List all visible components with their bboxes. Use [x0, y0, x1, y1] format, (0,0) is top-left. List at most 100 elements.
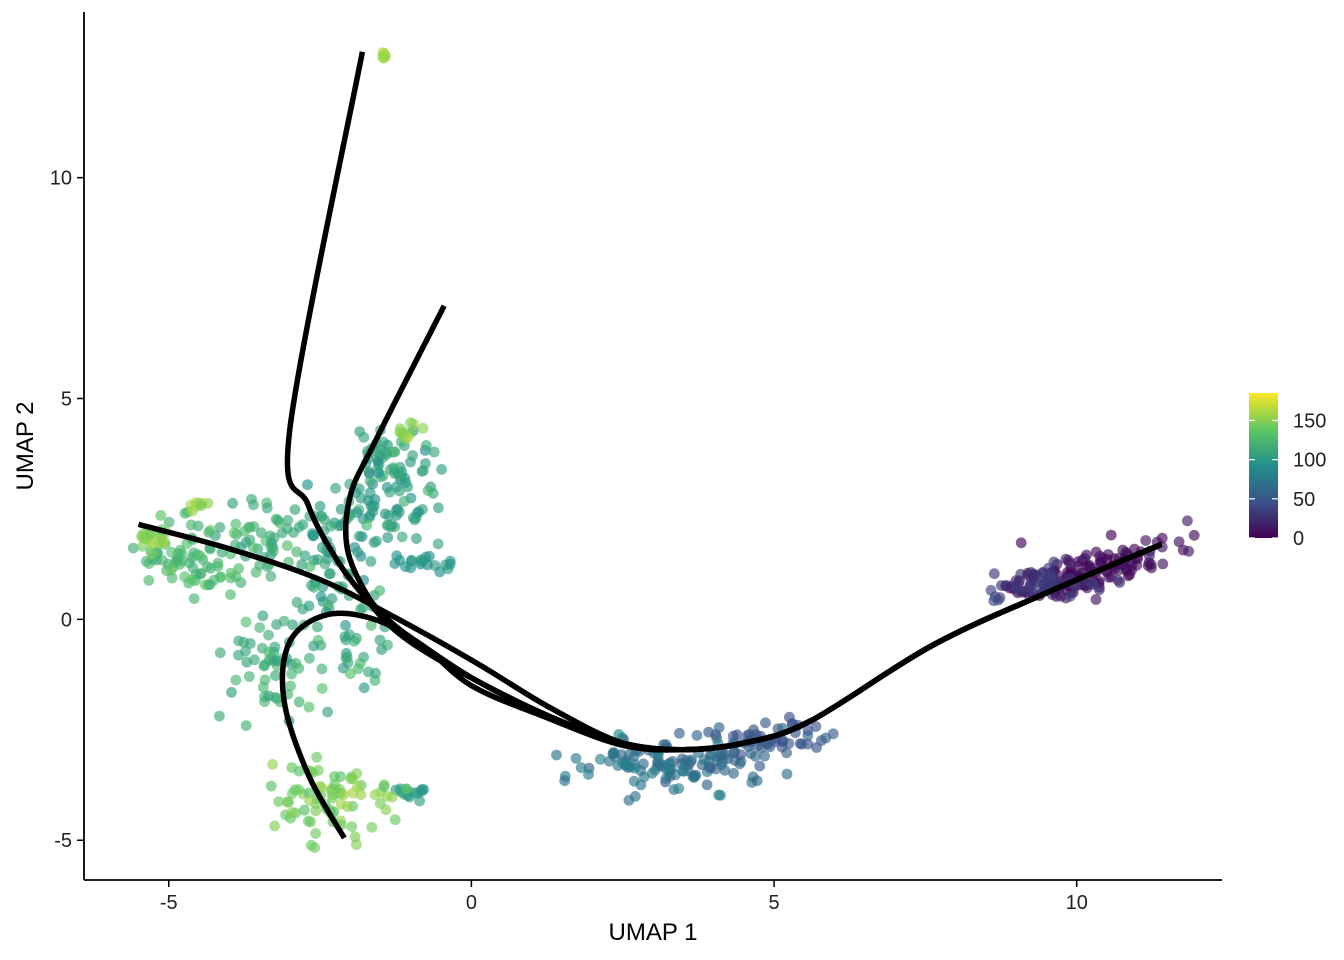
data-point — [428, 446, 440, 458]
data-point — [347, 787, 359, 799]
data-point — [136, 531, 148, 542]
data-point — [335, 503, 347, 515]
data-point — [432, 538, 444, 550]
data-point — [613, 729, 625, 740]
data-point — [1064, 557, 1075, 569]
data-point — [734, 758, 746, 770]
data-point — [267, 541, 279, 553]
data-point — [304, 561, 316, 572]
data-point — [299, 550, 311, 562]
data-point — [263, 690, 275, 702]
data-point — [308, 581, 320, 593]
data-point — [988, 568, 1000, 580]
data-point — [664, 771, 676, 782]
data-point — [248, 521, 260, 532]
data-point — [270, 670, 281, 681]
data-point — [315, 591, 327, 603]
data-point — [810, 721, 822, 732]
data-point — [406, 555, 418, 567]
data-point — [635, 779, 647, 791]
data-point — [1103, 571, 1115, 583]
data-point — [254, 622, 266, 633]
data-point — [365, 620, 377, 631]
x-tick-label: -5 — [160, 892, 178, 914]
data-point — [1086, 579, 1098, 590]
data-point — [364, 475, 376, 487]
data-point — [754, 760, 766, 772]
data-point — [1044, 578, 1056, 589]
data-point — [673, 783, 685, 794]
data-point — [1081, 549, 1092, 561]
data-point — [255, 527, 267, 539]
data-point — [326, 593, 338, 605]
data-point — [330, 482, 341, 494]
data-point — [230, 518, 242, 530]
data-point — [703, 726, 714, 738]
data-point — [575, 762, 587, 774]
data-point — [166, 546, 178, 558]
data-point — [293, 765, 305, 777]
data-point — [433, 502, 444, 514]
data-point — [185, 519, 197, 531]
x-axis-ticks: -5 0 5 10 — [160, 880, 1088, 914]
data-point — [228, 527, 240, 539]
data-point — [802, 730, 814, 741]
colorbar-bar — [1249, 393, 1278, 538]
data-point — [407, 450, 418, 461]
data-point — [361, 519, 373, 531]
data-point — [283, 796, 294, 808]
data-point — [811, 742, 822, 753]
data-point — [227, 497, 239, 509]
data-point — [297, 519, 309, 530]
data-point — [322, 706, 333, 718]
data-point — [440, 559, 451, 571]
data-point — [281, 540, 293, 551]
data-point — [341, 651, 353, 663]
data-point — [436, 464, 447, 475]
data-point — [194, 550, 206, 562]
data-point — [244, 638, 256, 649]
x-tick-label: 5 — [769, 892, 780, 914]
data-point — [378, 52, 389, 64]
data-point — [203, 526, 215, 538]
data-point — [212, 561, 224, 572]
data-point — [381, 481, 393, 493]
data-point — [354, 530, 365, 542]
data-point — [263, 629, 274, 641]
data-point — [240, 645, 251, 657]
data-point — [257, 681, 269, 693]
data-point — [314, 500, 326, 512]
data-point — [263, 646, 275, 658]
data-point — [176, 548, 188, 560]
data-point — [374, 634, 386, 646]
data-point — [265, 571, 277, 582]
y-tick-label: -5 — [54, 830, 72, 852]
data-point — [204, 579, 216, 590]
data-point — [705, 749, 716, 761]
data-point — [728, 767, 739, 779]
data-point — [303, 600, 315, 612]
data-point — [609, 751, 621, 762]
data-point — [365, 556, 377, 567]
data-point — [783, 738, 795, 749]
data-point — [827, 728, 839, 740]
data-point — [225, 589, 236, 600]
y-tick-label: 10 — [50, 168, 72, 190]
data-point — [570, 753, 582, 764]
data-point — [146, 548, 158, 560]
data-point — [214, 710, 225, 722]
data-point — [243, 671, 255, 682]
data-point — [1140, 535, 1152, 546]
data-point — [272, 514, 284, 526]
data-point — [286, 807, 298, 818]
data-point — [269, 820, 280, 832]
data-point — [1173, 536, 1185, 548]
data-point — [311, 751, 323, 763]
data-point — [374, 585, 386, 596]
data-point — [383, 510, 395, 521]
data-point — [186, 574, 198, 585]
data-point — [394, 554, 406, 566]
data-point — [261, 502, 273, 514]
data-point — [285, 680, 296, 692]
data-point — [751, 775, 763, 787]
